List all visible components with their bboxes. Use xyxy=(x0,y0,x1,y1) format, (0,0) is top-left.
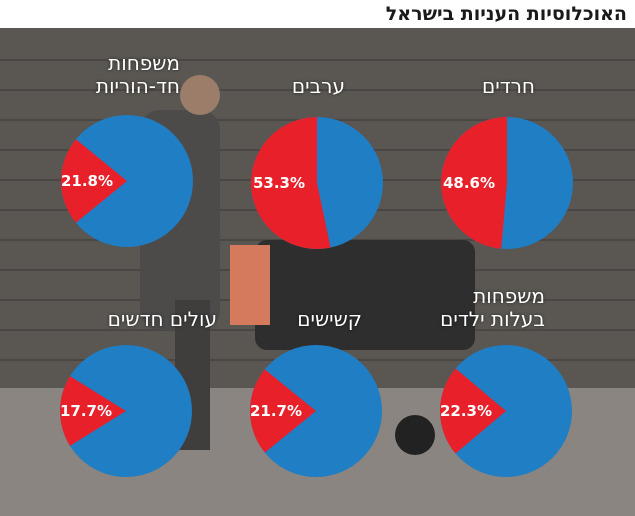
pie-value-label: 53.3% xyxy=(253,174,305,192)
pie-slice-poor xyxy=(440,117,507,249)
pie-label-single-parent: משפחות חד-הוריות xyxy=(96,52,180,98)
pie-label-line: קשישים xyxy=(297,307,362,331)
pie-chart-elderly: 21.7% xyxy=(250,345,382,477)
pie-slice-poor xyxy=(61,139,127,223)
pie-label-line: משפחות xyxy=(108,51,180,75)
pie-value-label: 21.7% xyxy=(250,402,302,420)
pie-slice-poor xyxy=(440,368,506,454)
pie-value-label: 17.7% xyxy=(60,402,112,420)
pie-label-line: בעלות ילדים xyxy=(440,307,545,331)
pie-label-new-immigrants: עולים חדשים xyxy=(108,308,217,331)
header-bar: האוכלוסיות העניות בישראל xyxy=(0,0,635,28)
pie-label-line: משפחות xyxy=(473,284,545,308)
pie-slice-poor xyxy=(250,117,331,250)
pie-label-line: עולים חדשים xyxy=(107,307,217,331)
pie-chart-families-with-children: 22.3% xyxy=(440,345,572,477)
pie-label-line: חרדים xyxy=(481,74,535,98)
pie-value-label: 48.6% xyxy=(443,174,495,192)
pie-value-label: 21.8% xyxy=(61,172,113,190)
pie-label-haredim: חרדים xyxy=(482,75,535,98)
pie-chart-single-parent: 21.8% xyxy=(61,115,193,247)
pie-slice-poor xyxy=(250,369,316,453)
pie-label-elderly: קשישים xyxy=(297,308,362,331)
pie-chart-new-immigrants: 17.7% xyxy=(60,345,192,477)
pie-label-line: חד-הוריות xyxy=(95,74,180,98)
pie-label-line: ערבים xyxy=(291,74,345,98)
pie-chart-haredim: 48.6% xyxy=(440,117,573,249)
pie-chart-arabs: 53.3% xyxy=(250,117,383,250)
page-title: האוכלוסיות העניות בישראל xyxy=(385,3,627,25)
pie-label-arabs: ערבים xyxy=(292,75,345,98)
pie-slice-poor xyxy=(59,376,126,446)
pie-label-families-with-children: משפחות בעלות ילדים xyxy=(440,285,545,331)
pie-value-label: 22.3% xyxy=(440,402,492,420)
